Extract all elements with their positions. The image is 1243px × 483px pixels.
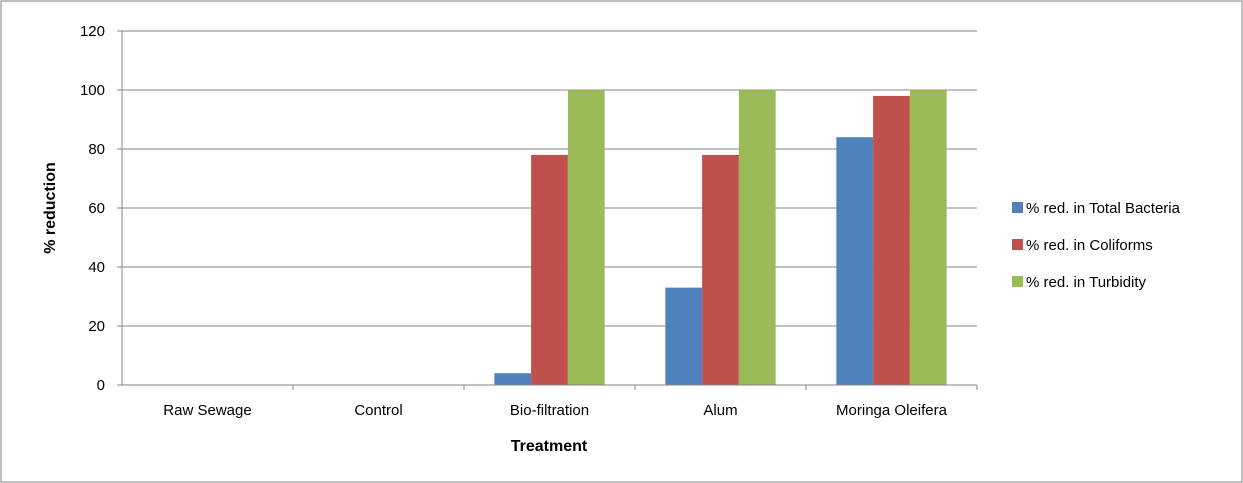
legend-label: % red. in Coliforms [1026, 237, 1153, 254]
y-tick-label: 100 [80, 82, 105, 99]
axes [117, 30, 978, 390]
bar [873, 95, 910, 386]
x-tick-label: Bio-filtration [510, 402, 589, 419]
bar [836, 137, 874, 385]
y-tick-label: 0 [97, 377, 105, 394]
x-tick-label: Control [354, 402, 402, 419]
bar [531, 154, 568, 385]
bar [909, 90, 947, 385]
x-tick-label: Raw Sewage [163, 402, 251, 419]
y-tick-label: 120 [80, 23, 105, 40]
y-tick-label: 20 [88, 318, 105, 335]
legend: % red. in Total Bacteria % red. in Colifo… [1012, 200, 1181, 291]
legend-label: % red. in Total Bacteria [1026, 200, 1181, 217]
bars [494, 90, 947, 386]
bar [494, 373, 532, 385]
y-tick-label: 60 [88, 200, 105, 217]
legend-swatch [1012, 276, 1023, 287]
x-axis-title: Treatment [511, 438, 588, 455]
x-tick-label: Moringa Oleifera [836, 402, 948, 419]
bar [738, 90, 776, 385]
x-tick-label: Alum [703, 402, 737, 419]
bar [665, 287, 703, 385]
legend-label: % red. in Turbidity [1026, 274, 1147, 291]
gridlines [122, 30, 977, 327]
tick-labels: 0 20 40 60 80 100 120 Raw Sewage Control Bio-filt… [80, 23, 948, 419]
bar [567, 90, 605, 385]
bar [702, 154, 739, 385]
y-tick-label: 40 [88, 259, 105, 276]
y-tick-label: 80 [88, 141, 105, 158]
legend-swatch [1012, 239, 1023, 250]
legend-swatch [1012, 202, 1023, 213]
y-axis-title: % reduction [42, 162, 59, 254]
